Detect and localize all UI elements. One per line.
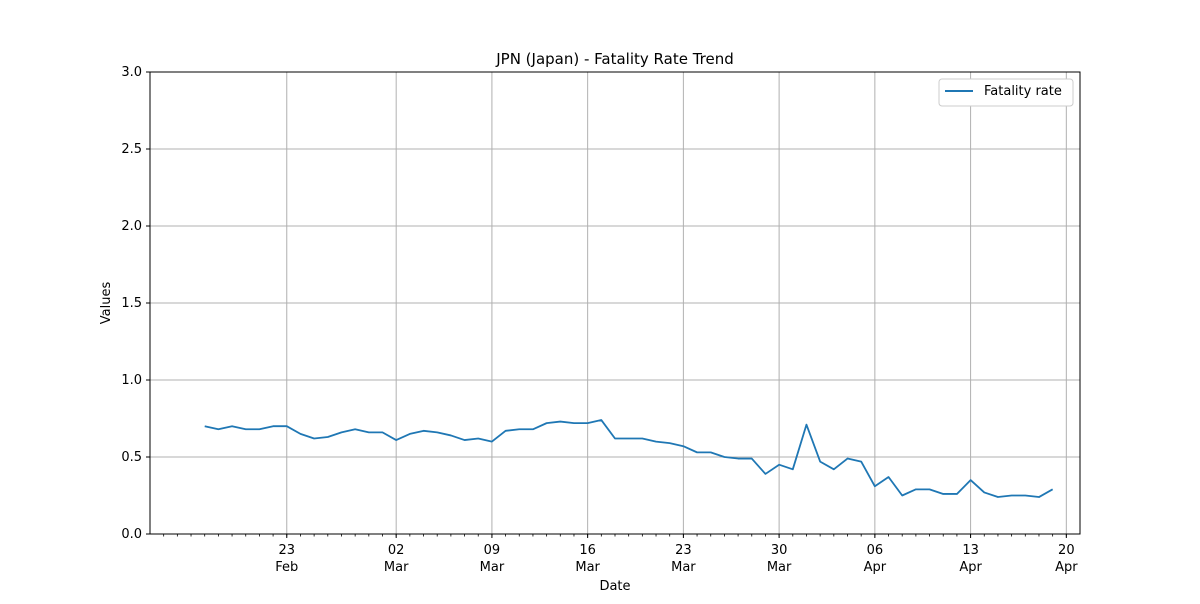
x-tick-label-month: Mar: [671, 560, 696, 575]
x-tick-label-day: 09: [484, 543, 501, 558]
x-tick-label-day: 23: [675, 543, 692, 558]
y-tick-label: 1.5: [121, 296, 142, 311]
x-tick-label-day: 06: [867, 543, 884, 558]
x-tick-label-day: 16: [579, 543, 596, 558]
x-tick-label-month: Mar: [384, 560, 409, 575]
x-axis-ticks: 23 Feb 02 Mar 09 Mar 16 Mar 23 Mar 30 Mar 06 Apr 13 Apr…: [163, 534, 1078, 575]
y-tick-label: 2.5: [121, 142, 142, 157]
x-tick-label-day: 20: [1058, 543, 1075, 558]
y-axis-label: Values: [99, 282, 114, 325]
legend-label: Fatality rate: [984, 84, 1062, 99]
chart-title: JPN (Japan) - Fatality Rate Trend: [495, 50, 734, 68]
y-tick-label: 0.5: [121, 450, 142, 465]
x-axis-label: Date: [599, 579, 630, 594]
x-tick-label-month: Apr: [1055, 560, 1078, 575]
y-tick-label: 2.0: [121, 219, 142, 234]
series-layer: [204, 419, 1054, 498]
series-line-fatality-rate: [204, 419, 1054, 498]
x-tick-label-day: 23: [278, 543, 295, 558]
y-tick-label: 0.0: [121, 527, 142, 542]
x-tick-label-day: 02: [388, 543, 405, 558]
plot-area-frame: [149, 71, 1081, 535]
x-tick-label-month: Apr: [959, 560, 982, 575]
x-tick-label-month: Feb: [275, 560, 298, 575]
x-tick-label-month: Mar: [575, 560, 600, 575]
x-tick-label-day: 13: [962, 543, 979, 558]
x-tick-label-month: Apr: [864, 560, 887, 575]
legend: Fatality rate: [938, 78, 1074, 107]
x-tick-label-month: Mar: [480, 560, 505, 575]
grid: [150, 71, 1080, 535]
x-tick-label-month: Mar: [767, 560, 792, 575]
legend-box: [938, 78, 1074, 107]
x-tick-label-day: 30: [771, 543, 788, 558]
y-tick-label: 3.0: [121, 65, 142, 80]
y-tick-label: 1.0: [121, 373, 142, 388]
y-axis-ticks: 0.0 0.5 1.0 1.5 2.0 2.5 3.0: [121, 65, 150, 542]
